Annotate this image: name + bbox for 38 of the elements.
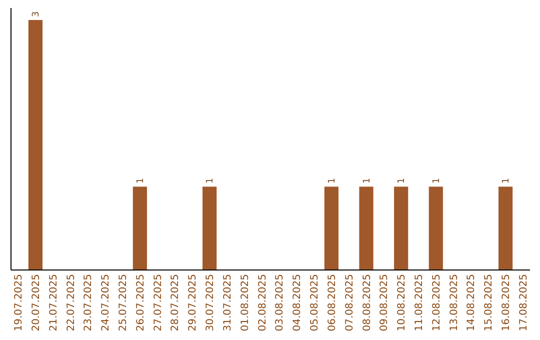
x-tick-label: 15.08.2025 xyxy=(484,274,495,332)
x-tick-label: 29.07.2025 xyxy=(188,274,199,332)
x-tick-label: 25.07.2025 xyxy=(118,274,130,332)
data-label: 1 xyxy=(206,178,216,184)
x-tick-label: 03.08.2025 xyxy=(274,274,286,332)
x-tick-label: 02.08.2025 xyxy=(257,274,268,332)
data-label: 1 xyxy=(397,178,408,184)
data-label: 1 xyxy=(327,178,338,184)
x-tick-label: 09.08.2025 xyxy=(379,274,390,332)
x-tick-label: 28.07.2025 xyxy=(170,274,182,332)
x-tick-label: 26.07.2025 xyxy=(135,274,146,332)
x-tick-label: 07.08.2025 xyxy=(344,274,356,332)
x-tick-label: 04.08.2025 xyxy=(292,274,304,332)
x-tick-label: 24.07.2025 xyxy=(100,274,112,332)
data-label: 1 xyxy=(136,178,146,184)
x-tick-label: 19.07.2025 xyxy=(14,274,25,332)
x-tick-label: 22.07.2025 xyxy=(66,274,77,332)
x-tick-label: 11.08.2025 xyxy=(414,274,425,332)
x-tick-label: 14.08.2025 xyxy=(466,274,478,332)
x-tick-label: 20.07.2025 xyxy=(30,274,42,332)
x-tick-label: 10.08.2025 xyxy=(396,274,408,332)
x-tick-label: 05.08.2025 xyxy=(310,274,321,332)
x-tick-label: 06.08.2025 xyxy=(326,274,338,332)
x-tick-label: 21.07.2025 xyxy=(48,274,60,332)
x-tick-label: 08.08.2025 xyxy=(362,274,373,332)
data-label: 1 xyxy=(362,178,372,184)
data-label: 1 xyxy=(502,178,512,184)
data-label: 1 xyxy=(432,178,442,184)
x-tick-label: 12.08.2025 xyxy=(431,274,442,332)
x-tick-label: 23.07.2025 xyxy=(83,274,94,332)
x-tick-label: 17.08.2025 xyxy=(518,274,530,332)
x-tick-label: 31.07.2025 xyxy=(222,274,234,332)
x-tick-label: 30.07.2025 xyxy=(205,274,216,332)
x-tick-label: 01.08.2025 xyxy=(240,274,251,332)
x-tick-label: 27.07.2025 xyxy=(152,274,164,332)
x-tick-label: 13.08.2025 xyxy=(448,274,460,332)
data-label: 3 xyxy=(31,11,42,17)
x-tick-label: 16.08.2025 xyxy=(501,274,512,332)
